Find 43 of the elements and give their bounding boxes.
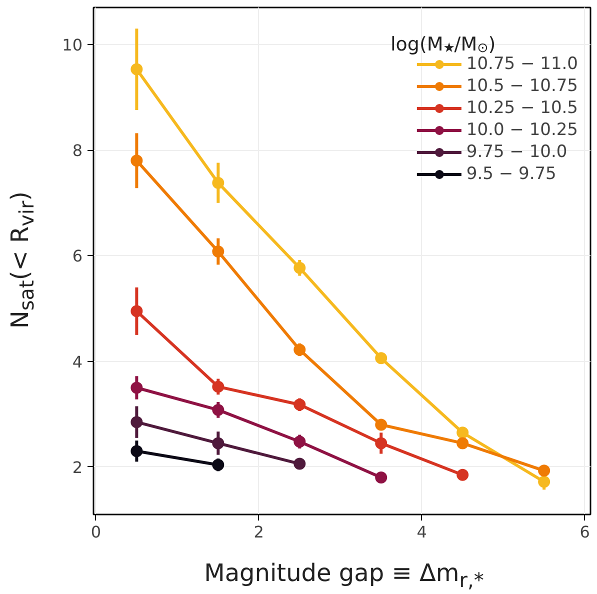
point: [294, 344, 306, 356]
point: [130, 63, 143, 76]
point: [212, 458, 224, 471]
legend-label: 10.0 − 10.25: [466, 120, 578, 140]
y-tick-label: 2: [72, 458, 83, 477]
point: [294, 458, 306, 470]
point: [212, 176, 224, 189]
point: [538, 476, 550, 488]
x-tick-label: 2: [254, 522, 264, 542]
point: [294, 398, 306, 411]
point: [130, 416, 143, 428]
legend-label: 10.5 − 10.75: [466, 76, 578, 96]
point: [130, 445, 143, 458]
point: [212, 246, 224, 258]
point: [375, 437, 388, 450]
x-tick-label: 0: [90, 522, 102, 542]
point: [375, 418, 388, 431]
point: [375, 352, 388, 364]
point: [375, 472, 388, 484]
legend-label: 10.75 − 11.0: [466, 54, 578, 74]
point: [130, 382, 143, 394]
point: [456, 426, 469, 439]
point: [212, 380, 224, 393]
y-tick-label: 6: [72, 246, 83, 266]
point: [538, 464, 550, 477]
point: [294, 436, 306, 448]
legend-label: 9.75 − 10.0: [466, 142, 568, 162]
point: [456, 468, 469, 481]
y-tick-label: 4: [72, 352, 83, 372]
point: [294, 262, 306, 274]
legend-label: 10.25 − 10.5: [466, 98, 578, 118]
x-axis-title: Magnitude gap ≡ Δm$_{r,*}$: [204, 558, 484, 594]
legend-label: 9.5 − 9.75: [466, 164, 556, 184]
point: [130, 305, 143, 318]
x-tick-label: 6: [580, 522, 590, 542]
y-tick-label: 8: [72, 141, 83, 160]
y-tick-label: 10: [62, 35, 82, 54]
legend-title: log(M★/M⊙): [390, 34, 496, 56]
point: [456, 437, 469, 450]
x-tick-label: 4: [416, 522, 427, 542]
point: [212, 437, 224, 450]
point: [130, 154, 143, 167]
point: [212, 404, 224, 416]
